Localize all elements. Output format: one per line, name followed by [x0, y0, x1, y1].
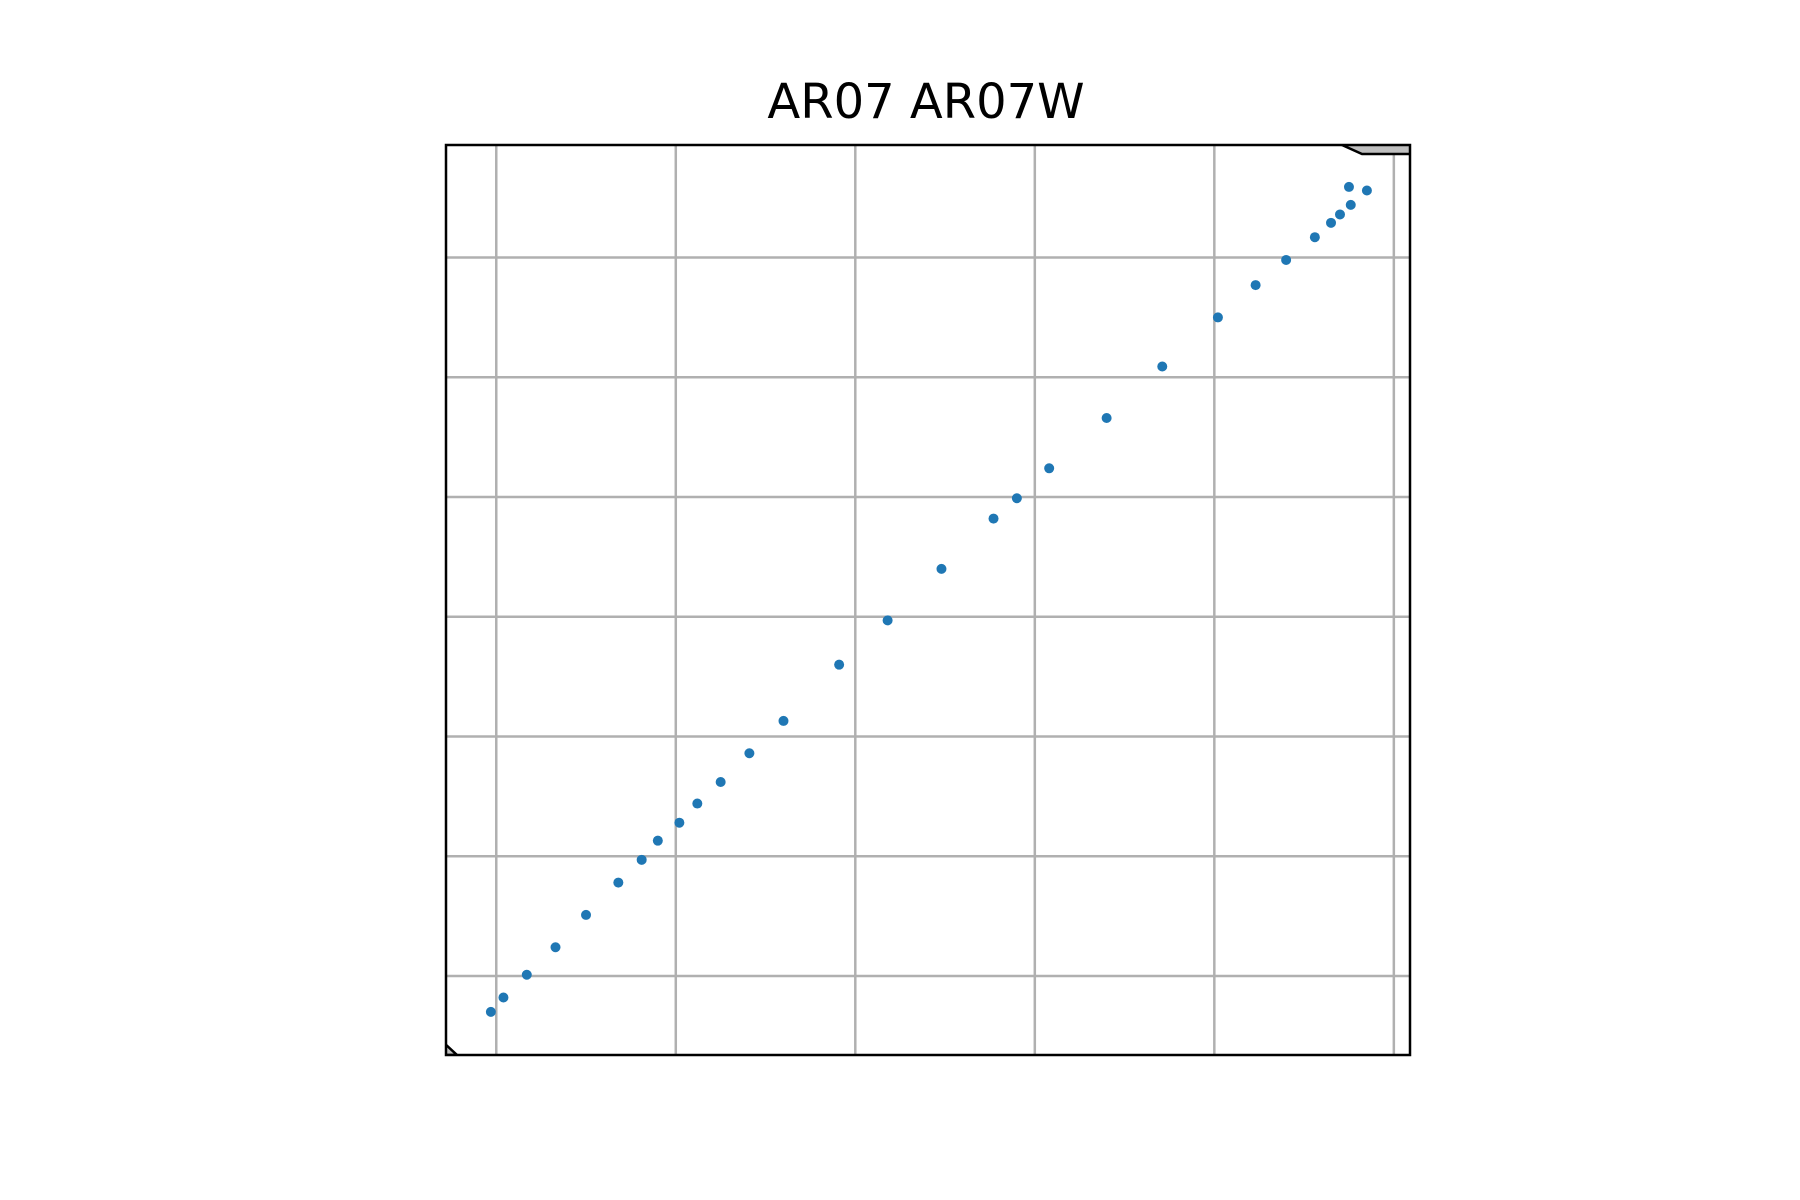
- data-point-21: [1212, 312, 1223, 323]
- data-point-14: [882, 615, 893, 626]
- land-fragment-top-right: [1341, 145, 1410, 156]
- data-point-20: [1157, 361, 1168, 372]
- data-point-10: [715, 777, 726, 787]
- data-point-22: [1250, 280, 1261, 291]
- coastline-fragments: [446, 145, 1410, 1055]
- data-point-11: [744, 748, 755, 759]
- chart-title: AR07 AR07W: [767, 74, 1084, 130]
- data-point-7: [652, 835, 663, 846]
- plot-frame: [444, 143, 1412, 1057]
- data-point-23: [1281, 254, 1292, 265]
- data-point-26: [1334, 209, 1345, 220]
- data-point-15: [936, 563, 947, 574]
- data-point-17: [1011, 493, 1022, 504]
- land-fragment-bottom-left: [446, 1043, 459, 1055]
- data-point-16: [988, 513, 999, 524]
- data-point-2: [521, 969, 532, 980]
- data-points: [485, 181, 1372, 1017]
- data-point-19: [1101, 413, 1112, 423]
- data-point-18: [1044, 463, 1055, 474]
- data-point-6: [636, 854, 647, 865]
- grid: [446, 145, 1410, 1055]
- data-point-1: [498, 992, 509, 1003]
- data-point-3: [550, 942, 561, 953]
- data-point-12: [778, 715, 789, 726]
- data-point-24: [1309, 232, 1320, 243]
- data-point-25: [1326, 217, 1337, 228]
- data-point-27: [1345, 199, 1356, 210]
- plot-area: [444, 143, 1412, 1057]
- data-point-29: [1361, 185, 1372, 196]
- plot-background: [446, 145, 1410, 1055]
- data-point-13: [834, 659, 845, 670]
- data-point-0: [485, 1006, 496, 1017]
- data-point-4: [581, 909, 592, 920]
- data-point-5: [613, 877, 624, 888]
- data-point-8: [674, 817, 685, 828]
- data-point-9: [692, 798, 703, 809]
- data-point-28: [1343, 181, 1354, 192]
